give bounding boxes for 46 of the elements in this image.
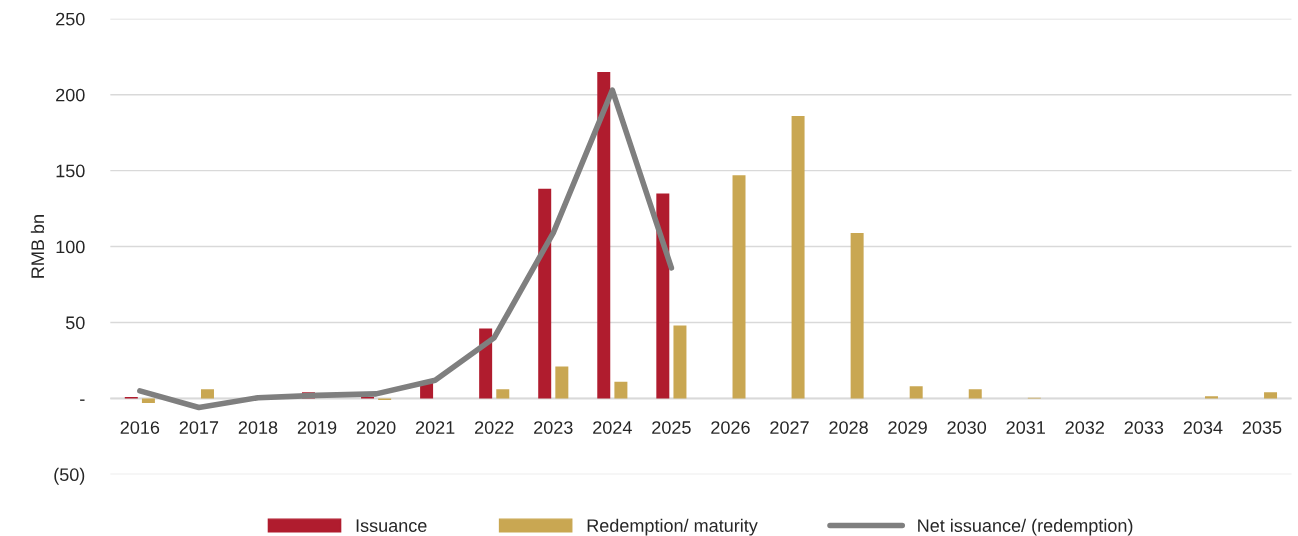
bar — [200, 389, 214, 399]
x-tick-label: 2030 — [947, 421, 987, 434]
x-tick-label: 2032 — [1065, 421, 1104, 434]
x-tick-label: 2019 — [297, 421, 337, 434]
bar — [850, 232, 864, 399]
x-tick-label: 2035 — [1242, 421, 1282, 434]
bar — [597, 71, 611, 399]
x-tick-label: 2025 — [652, 421, 691, 434]
x-tick-label: 2027 — [770, 421, 809, 434]
legend-label: Issuance — [356, 519, 427, 532]
y-tick-label: 150 — [56, 164, 85, 178]
bar — [496, 389, 510, 399]
x-tick-label: 2031 — [1006, 421, 1045, 434]
y-tick-label: (50) — [54, 467, 85, 485]
x-tick-label: 2016 — [120, 421, 160, 434]
bar — [673, 325, 687, 399]
y-tick-label: 200 — [56, 88, 85, 102]
x-tick-label: 2034 — [1183, 421, 1223, 434]
bar — [909, 386, 923, 399]
bar — [968, 389, 982, 399]
legend-label: Redemption/ maturity — [587, 518, 758, 536]
y-tick-label: 50 — [65, 316, 85, 330]
x-tick-label: 2023 — [534, 421, 573, 434]
x-tick-label: 2018 — [238, 421, 278, 434]
x-tick-label: 2024 — [593, 421, 632, 434]
bar — [1264, 392, 1278, 399]
bar — [614, 381, 628, 399]
legend-label: Net issuance/ (redemption) — [918, 518, 1133, 536]
bar — [141, 398, 155, 403]
bar — [555, 366, 569, 399]
x-tick-label: 2022 — [475, 421, 514, 434]
bar — [791, 115, 805, 399]
x-tick-label: 2020 — [356, 421, 396, 434]
y-tick-label: - — [80, 399, 85, 401]
y-tick-label: 100 — [56, 240, 85, 254]
bar — [656, 193, 670, 399]
y-tick-label: 250 — [56, 12, 85, 26]
x-tick-label: 2029 — [888, 421, 927, 434]
x-tick-label: 2026 — [711, 421, 750, 434]
x-tick-label: 2017 — [179, 421, 219, 434]
x-tick-label: 2033 — [1124, 421, 1164, 434]
y-axis-title: RMB bn — [30, 215, 45, 278]
bar — [732, 175, 746, 399]
bar — [538, 188, 552, 399]
x-tick-label: 2028 — [829, 421, 868, 434]
x-tick-label: 2021 — [415, 421, 455, 434]
